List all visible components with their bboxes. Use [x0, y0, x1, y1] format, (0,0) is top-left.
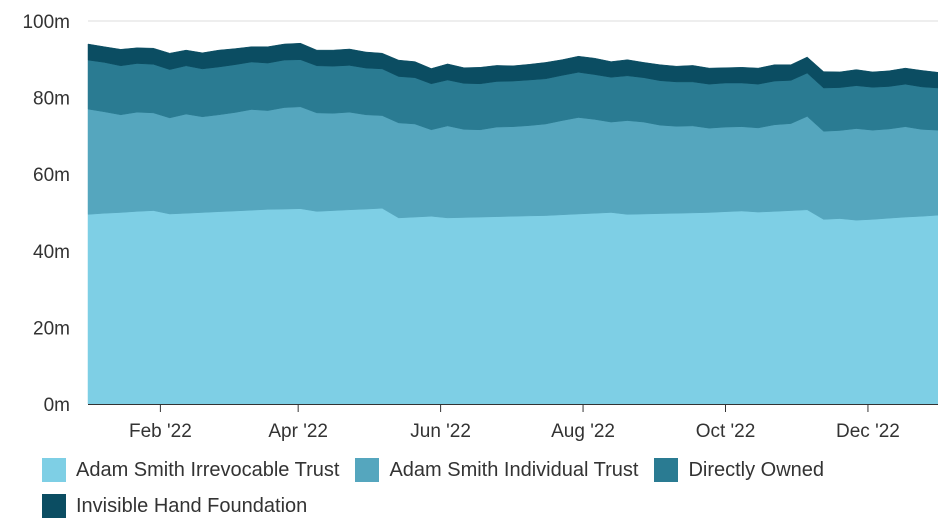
- x-tick-label: Apr '22: [268, 421, 328, 442]
- legend: Adam Smith Irrevocable Trust Adam Smith I…: [42, 456, 932, 520]
- series-area-4: [87, 42, 938, 89]
- legend-label: Adam Smith Irrevocable Trust: [76, 458, 340, 481]
- y-tick-label: 40m: [33, 242, 70, 263]
- legend-swatch: [355, 458, 380, 482]
- x-tick-label: Jun '22: [410, 421, 471, 442]
- series-areas: [87, 42, 938, 405]
- y-tick-label: 20m: [33, 318, 70, 339]
- y-tick-label: 0m: [44, 395, 70, 416]
- series-area-1: [87, 208, 938, 405]
- y-axis: 0m 20m 40m 60m 80m 100m: [22, 12, 70, 416]
- legend-label: Invisible Hand Foundation: [76, 494, 308, 517]
- legend-item[interactable]: Directly Owned: [654, 456, 824, 484]
- legend-item[interactable]: Invisible Hand Foundation: [42, 492, 307, 520]
- stacked-area-chart: 0m 20m 40m 60m 80m 100m Feb '22 Apr '22 Jun '22…: [22, 12, 938, 442]
- y-tick-label: 60m: [33, 165, 70, 186]
- x-tick-label: Dec '22: [836, 421, 900, 442]
- legend-label: Directly Owned: [688, 458, 825, 481]
- x-tick-label: Feb '22: [129, 421, 192, 442]
- x-tick-label: Aug '22: [551, 421, 615, 442]
- legend-swatch: [42, 458, 66, 482]
- legend-swatch: [654, 458, 679, 482]
- legend-label: Adam Smith Individual Trust: [389, 458, 639, 481]
- y-tick-label: 80m: [33, 89, 70, 110]
- legend-item[interactable]: Adam Smith Irrevocable Trust: [42, 456, 339, 484]
- y-tick-label: 100m: [22, 12, 70, 33]
- x-tick-label: Oct '22: [696, 421, 756, 442]
- legend-swatch: [42, 494, 66, 518]
- legend-item[interactable]: Adam Smith Individual Trust: [355, 456, 638, 484]
- x-axis: Feb '22 Apr '22 Jun '22 Aug '22 Oct '22 Dec '…: [129, 404, 900, 442]
